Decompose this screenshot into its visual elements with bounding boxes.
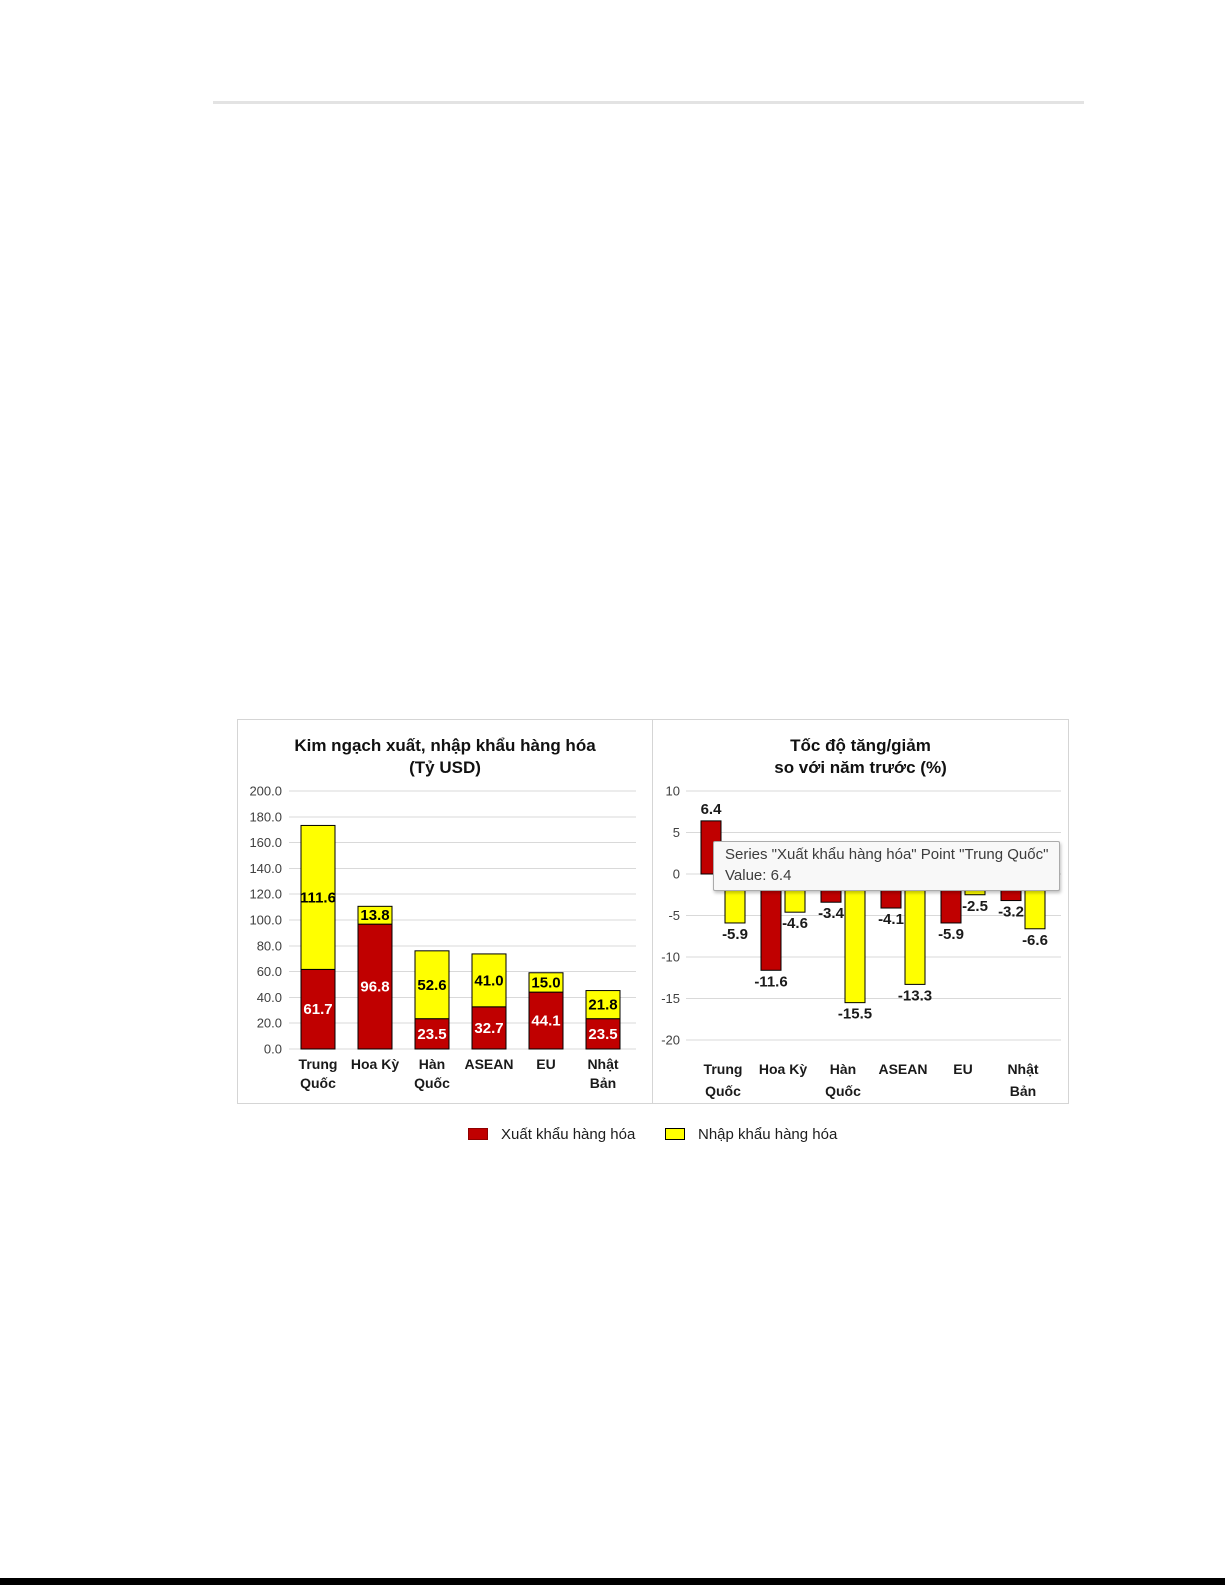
y-axis-tick-label: -15 [661, 991, 680, 1006]
bar-export-asean[interactable] [471, 1006, 507, 1050]
bar-import-han-quoc[interactable] [844, 873, 866, 1004]
chart-title-line-1: Tốc độ tăng/giảm [790, 736, 931, 755]
data-label-export-asean: 32.7 [474, 1020, 503, 1037]
data-label-import-hoa-ky: -4.6 [782, 915, 808, 932]
x-category-label-trung-quoc: Trung [704, 1061, 743, 1077]
y-axis-tick-label: -20 [661, 1033, 680, 1048]
x-category-label-trung-quoc: Quốc [300, 1075, 336, 1091]
data-label-export-nhat-ban: -3.2 [998, 904, 1024, 921]
x-category-label-eu: EU [953, 1061, 972, 1077]
data-label-export-eu: 44.1 [531, 1013, 560, 1030]
x-category-label-hoa-ky: Hoa Kỳ [351, 1056, 399, 1072]
legend-item-import[interactable]: Nhập khẩu hàng hóa [665, 1121, 837, 1147]
trade-chart-figure: 0.0 20.0 40.0 60.0 80.0 100.0 120.0 140.0 160.0 1… [237, 719, 1069, 1104]
x-category-label-han-quoc: Quốc [414, 1075, 450, 1091]
x-category-label-trung-quoc: Trung [299, 1056, 338, 1072]
y-axis-tick-label: 80.0 [257, 938, 282, 953]
bar-import-eu[interactable] [528, 972, 564, 993]
clustered-bar-chart-growth[interactable]: 10 5 0 -5 -10 -15 -20 6.4 -5.9 Trung Quốc -11.6 -4.6… [653, 720, 1068, 1103]
data-label-import-asean: 41.0 [474, 972, 503, 989]
bar-export-han-quoc[interactable] [414, 1018, 450, 1050]
y-axis-tick-label: 40.0 [257, 990, 282, 1005]
data-label-export-eu: -5.9 [938, 926, 964, 943]
bar-import-asean[interactable] [471, 953, 507, 1008]
data-label-import-hoa-ky: 13.8 [360, 907, 389, 924]
data-label-import-trung-quoc: 111.6 [300, 889, 336, 906]
tooltip-value-line: Value: 6.4 [725, 867, 792, 884]
data-label-export-asean: -4.1 [878, 911, 904, 928]
chart-title-line-2: so với năm trước (%) [774, 758, 947, 777]
bar-export-nhat-ban[interactable] [585, 1018, 621, 1050]
legend-item-export[interactable]: Xuất khẩu hàng hóa [468, 1121, 635, 1147]
y-axis-tick-label: 120.0 [249, 887, 282, 902]
right-chart-panel: 10 5 0 -5 -10 -15 -20 6.4 -5.9 Trung Quốc -11.6 -4.6… [653, 719, 1069, 1104]
x-category-label-nhat-ban: Bản [590, 1075, 616, 1091]
data-label-import-han-quoc: 52.6 [417, 977, 446, 994]
y-axis-tick-label: 160.0 [249, 835, 282, 850]
data-label-import-asean: -13.3 [898, 987, 932, 1004]
data-label-import-han-quoc: -15.5 [838, 1006, 872, 1023]
y-axis-tick-label: 10 [666, 784, 680, 799]
bar-import-trung-quoc[interactable] [300, 824, 336, 970]
bar-import-nhat-ban[interactable] [585, 990, 621, 1020]
x-category-label-nhat-ban: Bản [1010, 1083, 1036, 1099]
data-label-export-nhat-ban: 23.5 [588, 1026, 617, 1043]
chart-legend: Xuất khẩu hàng hóa Nhập khẩu hàng hóa [0, 1121, 1225, 1147]
data-label-import-eu: 15.0 [531, 974, 560, 991]
x-category-label-han-quoc: Hàn [830, 1061, 856, 1077]
y-axis-tick-label: 0.0 [264, 1042, 282, 1057]
legend-label-export: Xuất khẩu hàng hóa [501, 1125, 636, 1143]
legend-swatch-import [665, 1128, 685, 1140]
legend-swatch-export [468, 1128, 488, 1140]
x-category-label-eu: EU [536, 1056, 555, 1072]
bar-export-hoa-ky[interactable] [357, 923, 393, 1050]
data-label-export-hoa-ky: -11.6 [754, 973, 787, 990]
chart-title-line-2: (Tỷ USD) [409, 758, 481, 777]
left-chart-panel: 0.0 20.0 40.0 60.0 80.0 100.0 120.0 140.0 160.0 1… [237, 719, 653, 1104]
x-category-label-asean: ASEAN [464, 1056, 513, 1072]
x-category-label-nhat-ban: Nhật [1007, 1061, 1038, 1077]
x-category-label-han-quoc: Hàn [419, 1056, 445, 1072]
data-label-export-han-quoc: -3.4 [818, 905, 845, 922]
bar-export-trung-quoc[interactable] [300, 968, 336, 1050]
y-axis-tick-label: 180.0 [249, 809, 282, 824]
x-category-label-han-quoc: Quốc [825, 1083, 861, 1099]
y-axis-tick-label: 20.0 [257, 1016, 282, 1031]
data-label-import-nhat-ban: 21.8 [588, 997, 617, 1014]
x-category-label-nhat-ban: Nhật [587, 1056, 618, 1072]
chart-tooltip: Series "Xuất khẩu hàng hóa" Point "Trung… [713, 841, 1061, 891]
x-category-label-asean: ASEAN [878, 1061, 927, 1077]
chart-title-line-1: Kim ngạch xuất, nhập khẩu hàng hóa [294, 736, 596, 755]
y-axis-tick-label: -10 [661, 950, 680, 965]
x-category-label-hoa-ky: Hoa Kỳ [759, 1061, 807, 1077]
bar-export-eu[interactable] [528, 991, 564, 1050]
top-divider-rule [213, 101, 1084, 104]
data-label-export-han-quoc: 23.5 [417, 1026, 446, 1043]
tooltip-series-line: Series "Xuất khẩu hàng hóa" Point "Trung… [725, 846, 1049, 863]
data-label-export-trung-quoc: 6.4 [701, 801, 723, 818]
legend-label-import: Nhập khẩu hàng hóa [698, 1125, 838, 1143]
data-label-import-trung-quoc: -5.9 [722, 926, 748, 943]
y-axis-tick-label: 0 [673, 867, 680, 882]
bar-import-hoa-ky[interactable] [357, 905, 393, 925]
y-axis-tick-label: 60.0 [257, 964, 282, 979]
x-category-label-trung-quoc: Quốc [705, 1083, 741, 1099]
bar-import-han-quoc[interactable] [414, 950, 450, 1020]
y-axis-tick-label: 5 [673, 825, 680, 840]
y-axis-tick-label: 140.0 [249, 861, 282, 876]
y-axis-tick-label: 200.0 [249, 784, 282, 799]
bottom-page-rule [0, 1578, 1225, 1585]
data-label-import-nhat-ban: -6.6 [1022, 932, 1048, 949]
data-label-export-trung-quoc: 61.7 [303, 1001, 332, 1018]
stacked-bar-chart-turnover[interactable]: 0.0 20.0 40.0 60.0 80.0 100.0 120.0 140.0 160.0 1… [238, 720, 652, 1103]
data-label-export-hoa-ky: 96.8 [360, 979, 389, 996]
y-axis-tick-label: 100.0 [249, 913, 282, 928]
y-axis-tick-label: -5 [668, 908, 680, 923]
data-label-import-eu: -2.5 [962, 898, 988, 915]
